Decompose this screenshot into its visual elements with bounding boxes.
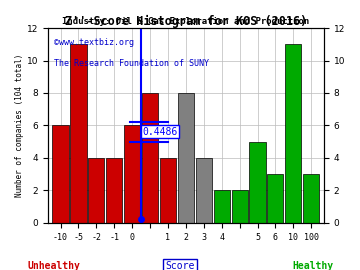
Bar: [88, 158, 104, 223]
Text: Industry: Oil & Gas Exploration and Production: Industry: Oil & Gas Exploration and Prod…: [62, 17, 310, 26]
Title: Z''-Score Histogram for KOS (2016): Z''-Score Histogram for KOS (2016): [65, 15, 307, 28]
Bar: [267, 174, 283, 223]
Text: ©www.textbiz.org: ©www.textbiz.org: [54, 38, 134, 47]
Bar: [71, 44, 86, 223]
Bar: [142, 93, 158, 223]
Bar: [285, 44, 301, 223]
Bar: [213, 190, 230, 223]
Text: Unhealthy: Unhealthy: [28, 261, 80, 270]
Bar: [303, 174, 319, 223]
Text: Healthy: Healthy: [293, 261, 334, 270]
Text: Score: Score: [165, 261, 195, 270]
Bar: [53, 126, 69, 223]
Bar: [106, 158, 122, 223]
Bar: [160, 158, 176, 223]
Bar: [196, 158, 212, 223]
Y-axis label: Number of companies (104 total): Number of companies (104 total): [15, 54, 24, 197]
Bar: [178, 93, 194, 223]
Bar: [124, 126, 140, 223]
Bar: [249, 142, 266, 223]
Text: 0.4486: 0.4486: [142, 127, 177, 137]
Text: The Research Foundation of SUNY: The Research Foundation of SUNY: [54, 59, 208, 68]
Bar: [231, 190, 248, 223]
